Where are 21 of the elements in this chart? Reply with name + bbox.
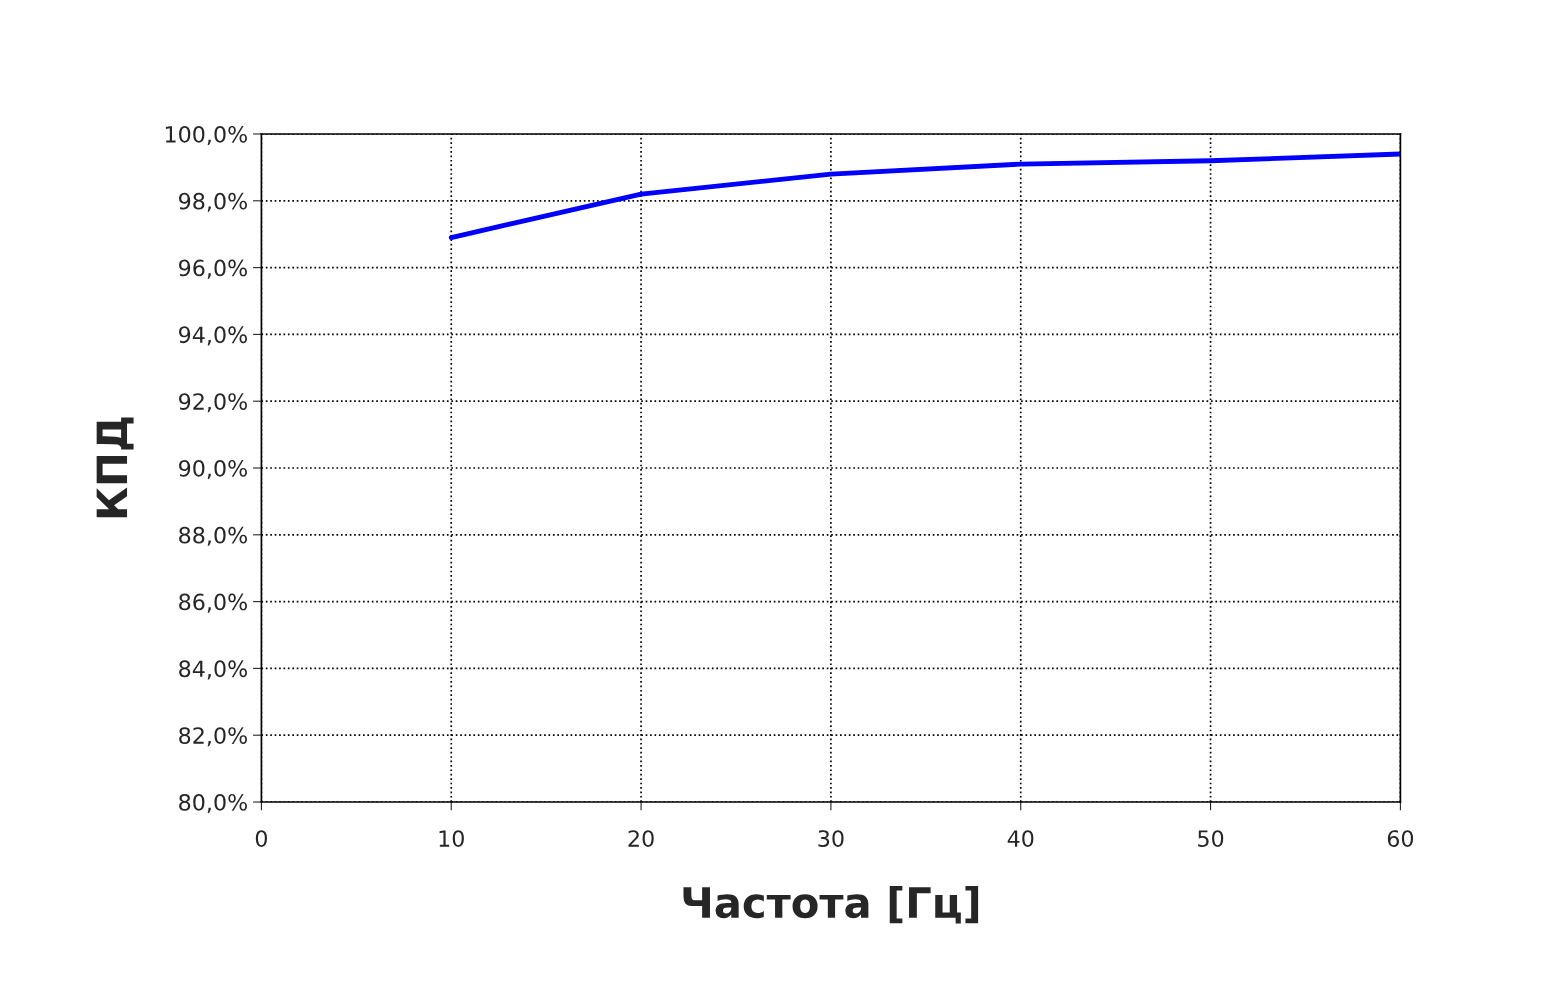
x-tick-label: 30 bbox=[818, 830, 844, 847]
line-series bbox=[448, 151, 1401, 240]
x-tick-label: 20 bbox=[628, 830, 654, 847]
y-tick-label: 96,0% bbox=[179, 259, 247, 279]
y-tick-label: 90,0% bbox=[179, 459, 247, 480]
x-axis-title: Частота [Гц] bbox=[683, 886, 979, 924]
x-tick-label: 10 bbox=[439, 830, 464, 847]
y-tick-label: 94,0% bbox=[179, 326, 247, 346]
x-tick-label: 0 bbox=[255, 830, 267, 847]
y-axis-title: КПД bbox=[96, 417, 134, 518]
y-tick-label: 92,0% bbox=[179, 393, 247, 413]
y-tick-label: 98,0% bbox=[179, 192, 247, 212]
x-tick-label: 40 bbox=[1007, 830, 1034, 847]
y-tick-label: 100,0% bbox=[165, 125, 247, 146]
y-tick-label: 84,0% bbox=[179, 660, 247, 680]
y-tick-label: 82,0% bbox=[179, 727, 247, 747]
x-tick-label: 50 bbox=[1198, 830, 1224, 847]
y-tick-label: 80,0% bbox=[179, 793, 247, 814]
y-tick-label: 86,0% bbox=[179, 593, 247, 613]
y-tick-label: 88,0% bbox=[179, 526, 247, 546]
x-tick-label: 60 bbox=[1387, 830, 1414, 847]
